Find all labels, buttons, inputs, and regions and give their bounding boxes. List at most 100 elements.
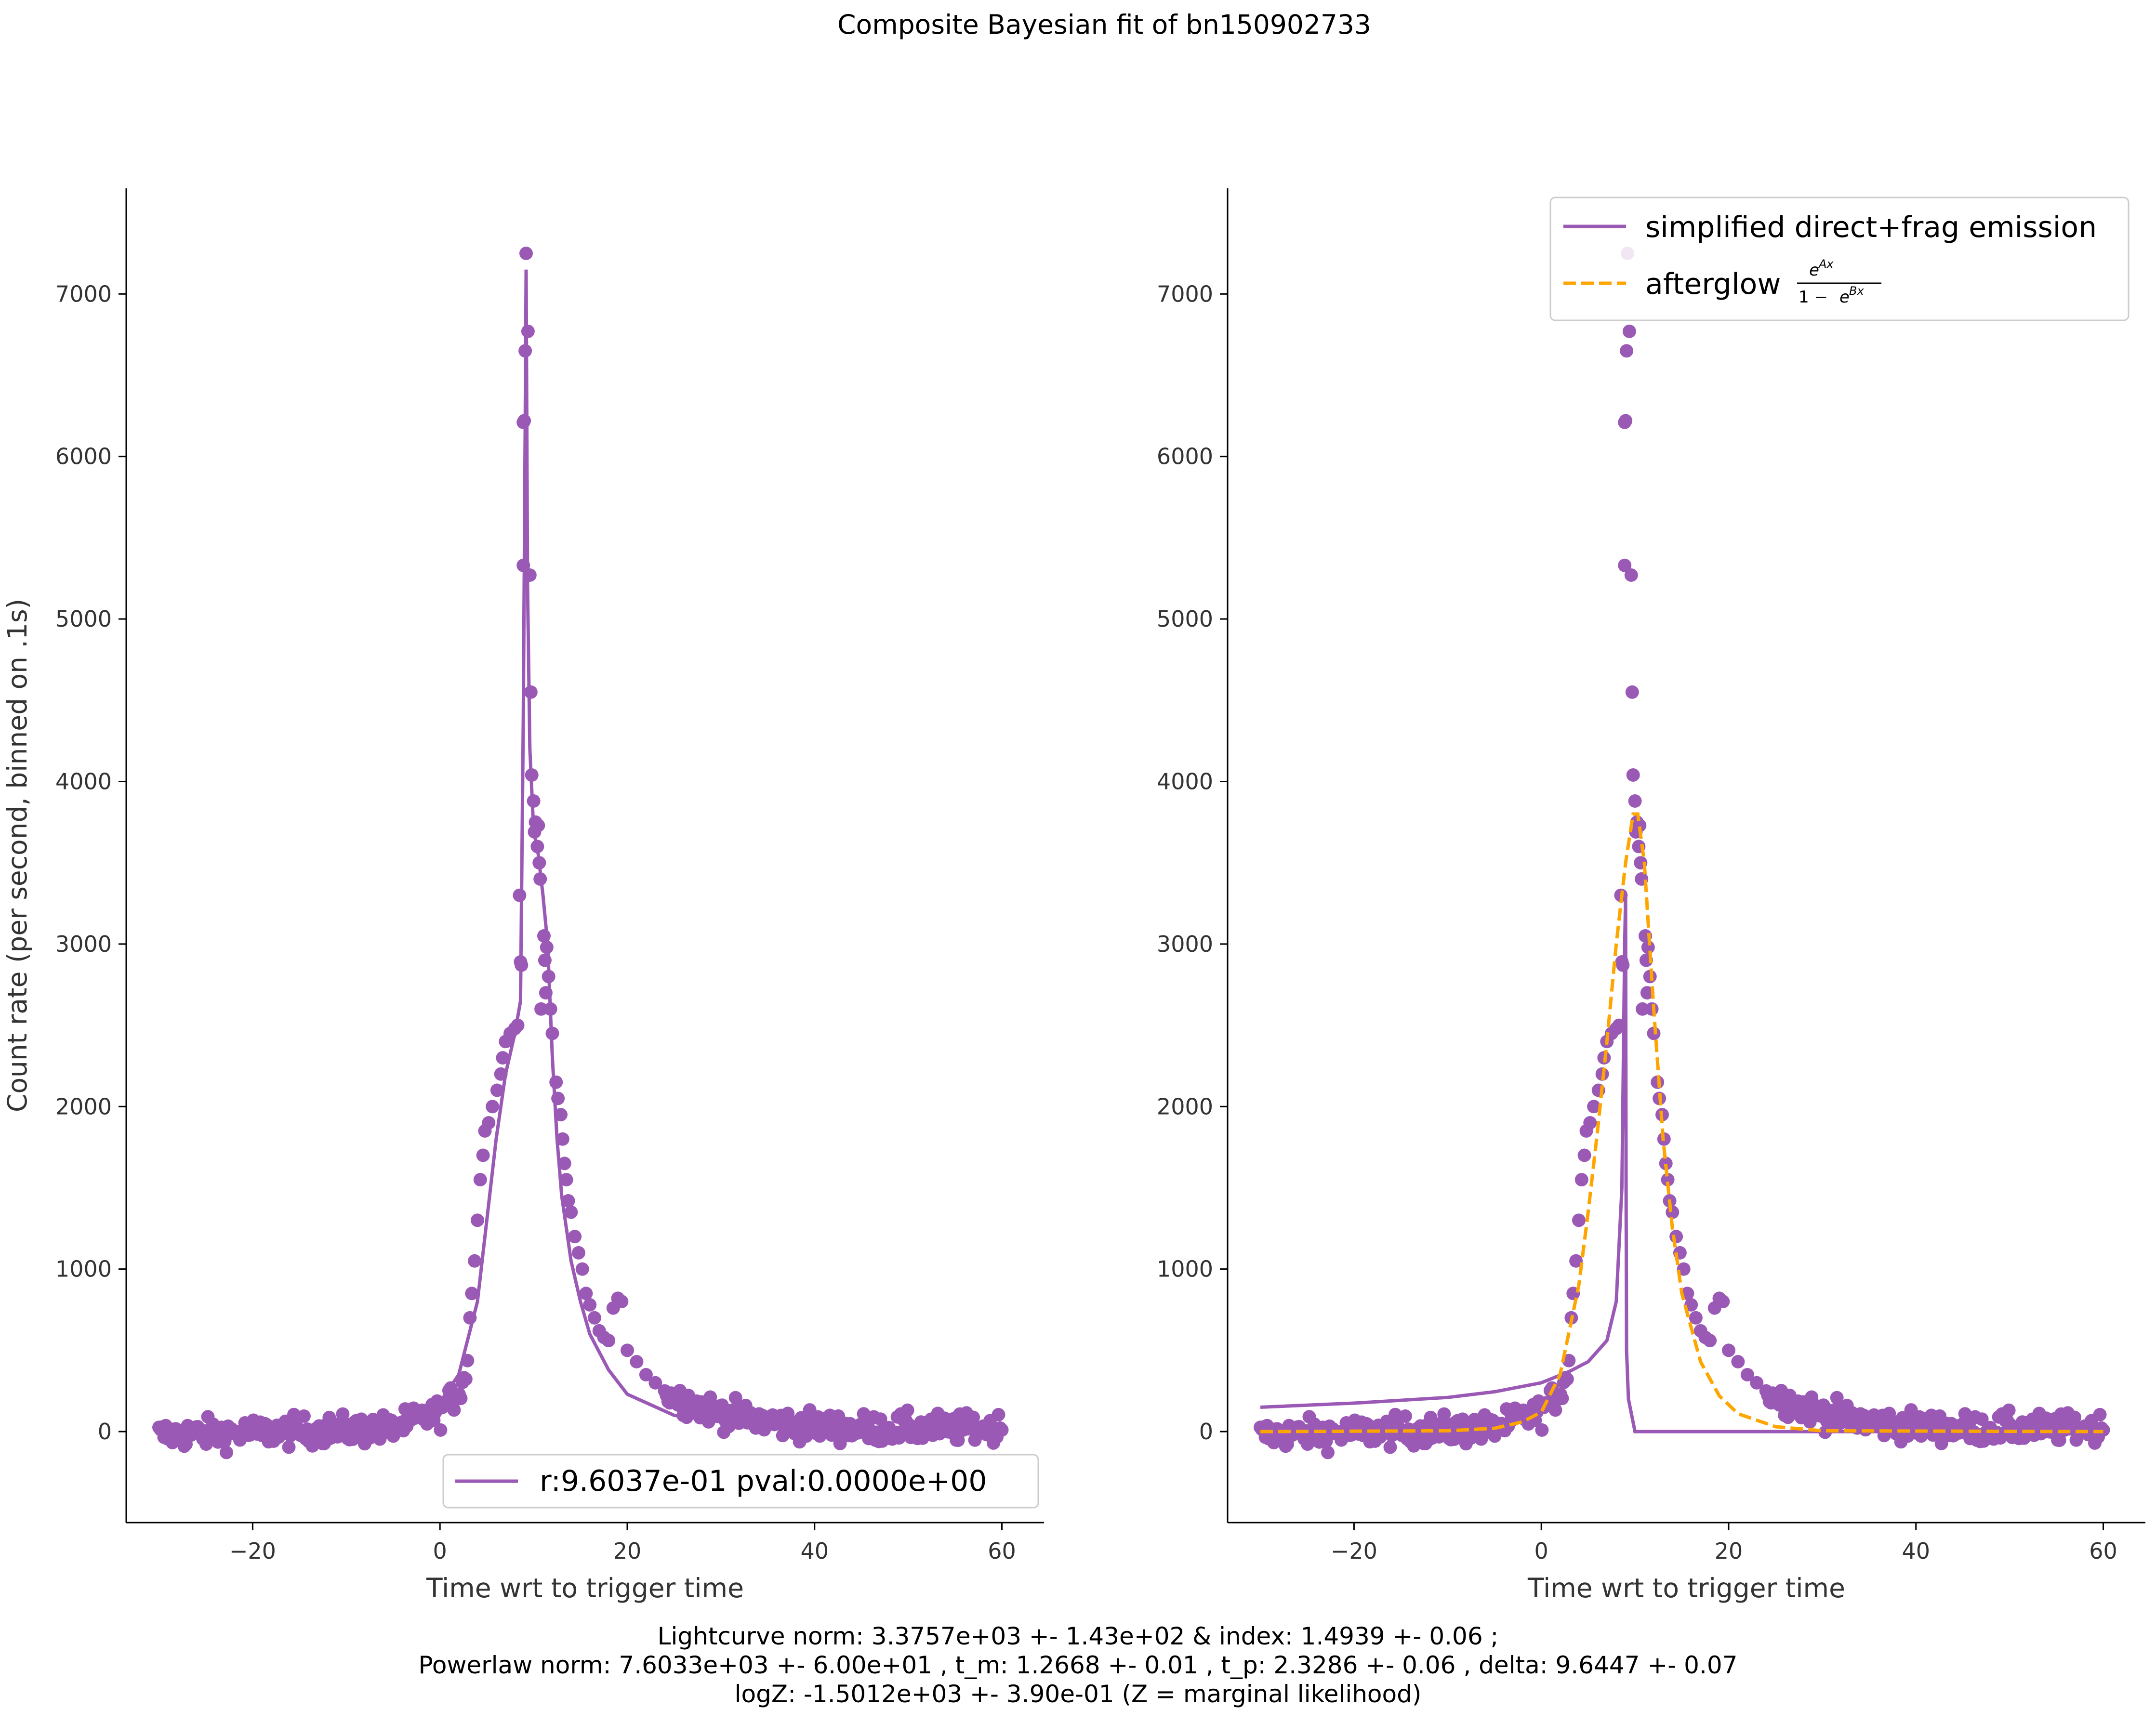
data-point xyxy=(534,1002,548,1016)
data-point xyxy=(900,1403,914,1417)
data-point xyxy=(478,1124,492,1138)
legend-formula-denominator: 1 − xyxy=(1799,288,1828,307)
x-tick-label: 20 xyxy=(613,1538,642,1564)
data-point xyxy=(282,1440,296,1454)
data-point xyxy=(1321,1446,1335,1459)
data-point xyxy=(583,1298,597,1312)
data-point xyxy=(621,1343,634,1357)
data-point xyxy=(1803,1415,1817,1429)
data-point xyxy=(336,1407,350,1421)
y-tick-label: 2000 xyxy=(1157,1093,1213,1119)
data-point xyxy=(434,1423,448,1437)
y-tick-label: 6000 xyxy=(1157,444,1213,470)
data-point xyxy=(1661,1173,1675,1187)
left-panel: −20 0 20 40 60 0 1000 2000 3000 4000 5000 6000 7000 T… xyxy=(2,188,1044,1604)
legend-box xyxy=(442,1454,1039,1509)
scatter-points xyxy=(1254,247,2110,1459)
legend-formula-denominator-e: e xyxy=(1839,288,1850,307)
data-point xyxy=(1618,558,1632,572)
data-point xyxy=(571,1246,585,1260)
afterglow-line xyxy=(1260,812,2103,1433)
data-point xyxy=(568,1230,582,1244)
data-point xyxy=(992,1407,1005,1421)
data-point xyxy=(220,1446,233,1459)
x-axis-label: Time wrt to trigger time xyxy=(1527,1573,1845,1604)
data-point xyxy=(473,1173,487,1187)
data-point xyxy=(658,1384,672,1398)
data-point xyxy=(297,1409,311,1423)
y-tick-label: 0 xyxy=(1199,1419,1213,1445)
data-point xyxy=(499,1035,513,1049)
y-tick-label: 6000 xyxy=(55,444,112,470)
data-point xyxy=(559,1173,573,1187)
data-point xyxy=(1437,1407,1451,1421)
x-tick-label: 40 xyxy=(800,1538,829,1564)
figure-suptitle: Composite Bayesian fit of bn150902733 xyxy=(837,9,1371,40)
x-tick-label: 60 xyxy=(988,1538,1016,1564)
data-point xyxy=(1684,1298,1698,1312)
data-point xyxy=(966,1410,980,1424)
data-point xyxy=(490,1083,504,1097)
data-point xyxy=(1560,1372,1574,1386)
data-point xyxy=(2002,1403,2016,1417)
data-point xyxy=(1389,1407,1402,1421)
legend-formula-denominator-exp: Bx xyxy=(1849,284,1864,298)
x-tick-label: 0 xyxy=(1534,1538,1548,1564)
data-point xyxy=(1659,1157,1673,1170)
data-point xyxy=(1625,685,1639,699)
y-tick-label: 3000 xyxy=(55,931,112,957)
y-tick-label: 3000 xyxy=(1157,931,1213,957)
x-tick-label: 40 xyxy=(1902,1538,1930,1564)
data-point xyxy=(2068,1410,2081,1424)
data-point xyxy=(1622,324,1636,338)
legend-left: r:9.6037e-01 pval:0.0000e+00 xyxy=(442,1454,1039,1509)
y-tick-label: 1000 xyxy=(55,1256,112,1282)
data-point xyxy=(556,1132,569,1146)
data-point xyxy=(1548,1403,1562,1417)
data-point xyxy=(447,1403,461,1417)
data-point xyxy=(496,1051,510,1065)
legend-formula-numerator: e xyxy=(1809,261,1819,280)
data-point xyxy=(648,1376,662,1390)
data-point xyxy=(1572,1213,1586,1227)
legend-box xyxy=(1549,197,2130,321)
data-point xyxy=(561,1194,575,1208)
data-point xyxy=(1619,414,1633,428)
data-point xyxy=(1620,344,1634,358)
y-tick-label: 0 xyxy=(98,1419,112,1445)
data-point xyxy=(459,1372,473,1386)
y-tick-label: 7000 xyxy=(55,281,112,307)
y-tick-label: 2000 xyxy=(55,1093,112,1119)
footer-line-3: logZ: -1.5012e+03 +- 3.90e-01 (Z = margi… xyxy=(734,1680,1422,1708)
x-tick-label: −20 xyxy=(1331,1538,1377,1564)
data-point xyxy=(1587,1100,1601,1114)
data-point xyxy=(2052,1433,2066,1447)
data-point xyxy=(1703,1334,1717,1348)
data-point xyxy=(1647,1026,1661,1040)
data-point xyxy=(1555,1392,1569,1406)
data-point xyxy=(1689,1311,1703,1325)
data-point xyxy=(549,1075,563,1089)
y-tick-label: 7000 xyxy=(1157,281,1213,307)
data-point xyxy=(1666,1205,1680,1219)
data-point xyxy=(615,1295,629,1309)
y-tick-label: 1000 xyxy=(1157,1256,1213,1282)
data-point xyxy=(1574,1173,1588,1187)
y-tick-label: 4000 xyxy=(55,768,112,794)
data-point xyxy=(564,1205,578,1219)
footer-line-2: Powerlaw norm: 7.6033e+03 +- 6.00e+01 , … xyxy=(418,1651,1738,1679)
data-point xyxy=(587,1311,601,1325)
y-tick-label: 4000 xyxy=(1157,768,1213,794)
data-point xyxy=(1626,768,1640,782)
data-point xyxy=(1562,1354,1576,1367)
data-point xyxy=(1759,1384,1773,1398)
data-point xyxy=(1716,1295,1730,1309)
x-axis-label: Time wrt to trigger time xyxy=(426,1573,744,1604)
data-point xyxy=(465,1287,479,1301)
fit-line xyxy=(159,269,1002,1437)
data-point xyxy=(1628,794,1642,808)
data-point xyxy=(486,1100,500,1114)
data-point xyxy=(1740,1368,1754,1381)
data-point xyxy=(1398,1409,1412,1423)
